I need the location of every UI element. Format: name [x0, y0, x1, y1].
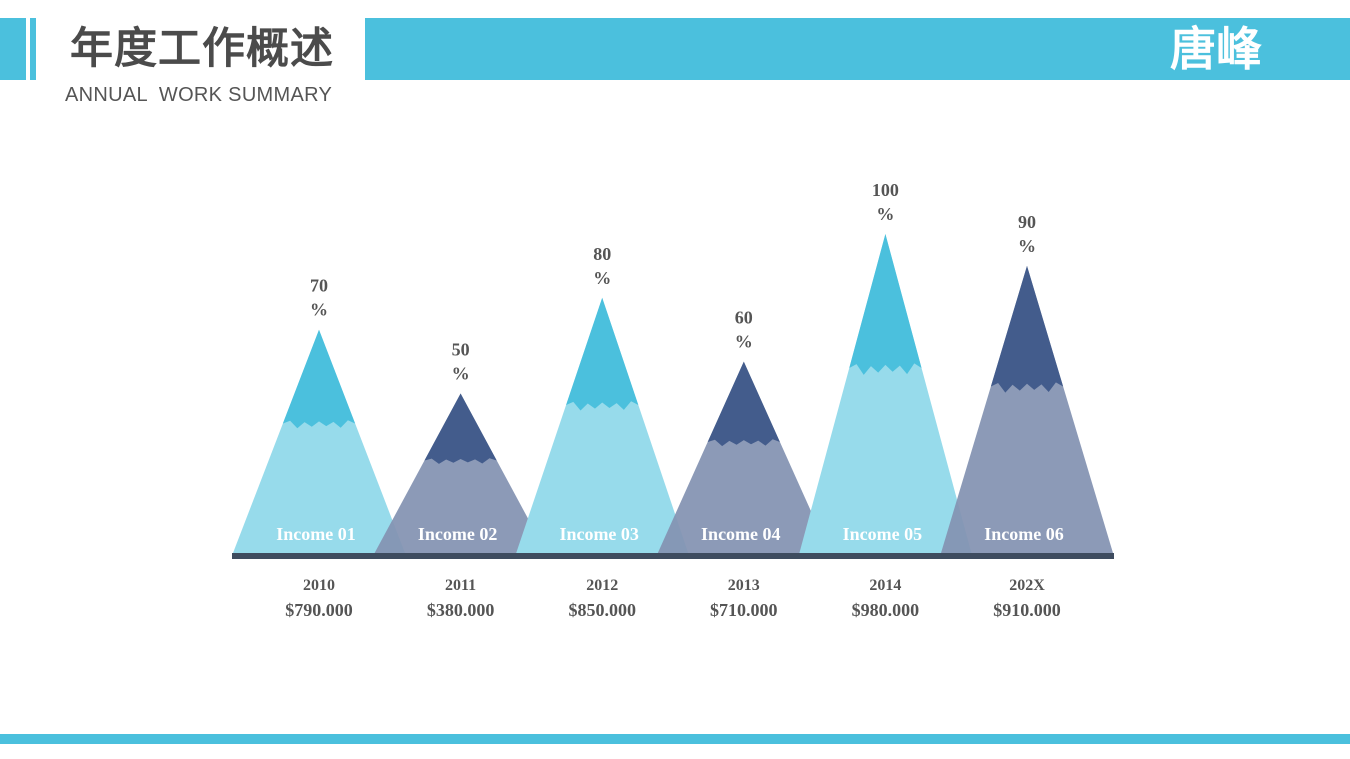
header-accent-bar	[0, 18, 26, 80]
chart-baseline	[232, 553, 1114, 559]
category-label: Income 05	[843, 524, 923, 544]
mountain-body	[799, 234, 972, 553]
header-band	[365, 18, 1350, 80]
page-subtitle: ANNUAL WORK SUMMARY	[65, 84, 333, 106]
amount-label: $710.000	[710, 600, 778, 620]
value-label: 100	[872, 180, 899, 200]
page-title: 年度工作概述	[70, 24, 334, 74]
mountain-cap	[282, 329, 356, 429]
category-label: Income 01	[276, 524, 356, 544]
value-label: 50	[452, 340, 470, 360]
category-label: Income 03	[559, 524, 639, 544]
mountain-body	[233, 329, 405, 553]
value-unit-label: %	[310, 300, 328, 320]
mountain-cap	[707, 361, 780, 447]
category-label: Income 02	[418, 524, 498, 544]
mountain-cap	[849, 234, 922, 375]
category-label: Income 06	[984, 524, 1064, 544]
value-unit-label: %	[452, 364, 470, 384]
value-unit-label: %	[876, 204, 894, 224]
value-unit-label: %	[593, 268, 611, 288]
amount-label: $850.000	[568, 600, 636, 620]
header-accent-stripe	[30, 18, 36, 80]
year-label: 2013	[728, 577, 760, 594]
value-label: 60	[735, 308, 753, 328]
amount-label: $790.000	[285, 600, 353, 620]
amount-label: $380.000	[427, 600, 495, 620]
mountain-body	[374, 393, 547, 553]
year-label: 202X	[1009, 577, 1045, 594]
value-label: 90	[1018, 212, 1036, 232]
amount-label: $910.000	[993, 600, 1061, 620]
mountain-body	[657, 361, 830, 553]
mountain-body	[941, 265, 1113, 553]
year-label: 2014	[869, 577, 901, 594]
header-name: 唐峰	[1170, 22, 1262, 76]
mountain-cap	[990, 265, 1064, 393]
year-label: 2011	[445, 577, 476, 594]
year-label: 2012	[586, 577, 618, 594]
value-label: 70	[310, 276, 328, 296]
mountain-cap	[424, 393, 497, 464]
category-label: Income 04	[701, 524, 781, 544]
year-label: 2010	[303, 577, 335, 594]
amount-label: $980.000	[852, 600, 920, 620]
value-unit-label: %	[1018, 236, 1036, 256]
mountain-body	[516, 297, 689, 553]
value-unit-label: %	[735, 332, 753, 352]
mountain-cap	[566, 297, 639, 411]
footer-bar	[0, 734, 1350, 744]
value-label: 80	[593, 244, 611, 264]
